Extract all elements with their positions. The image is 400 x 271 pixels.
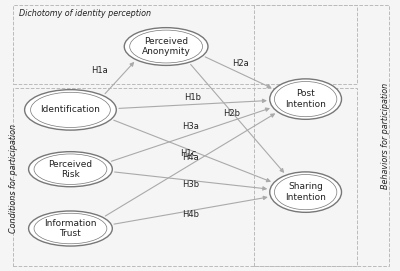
Ellipse shape	[34, 213, 107, 244]
Text: H4b: H4b	[182, 210, 200, 219]
Ellipse shape	[124, 28, 208, 65]
Ellipse shape	[28, 152, 112, 187]
Text: Behaviors for participation: Behaviors for participation	[381, 82, 390, 189]
Ellipse shape	[274, 175, 337, 210]
Text: H4a: H4a	[182, 153, 199, 162]
Text: Conditions for participation: Conditions for participation	[9, 124, 18, 233]
Text: H2a: H2a	[232, 59, 249, 67]
Ellipse shape	[274, 82, 337, 117]
Text: H2b: H2b	[223, 109, 240, 118]
Ellipse shape	[25, 90, 116, 130]
Text: Information
Trust: Information Trust	[44, 219, 97, 238]
Ellipse shape	[130, 30, 202, 63]
Text: H3b: H3b	[182, 180, 200, 189]
Text: H1b: H1b	[184, 93, 202, 102]
Ellipse shape	[270, 172, 342, 212]
Text: Identification: Identification	[40, 105, 100, 114]
Text: H3a: H3a	[182, 122, 199, 131]
Ellipse shape	[28, 211, 112, 246]
Text: Perceived
Risk: Perceived Risk	[48, 160, 92, 179]
Text: Perceived
Anonymity: Perceived Anonymity	[142, 37, 190, 56]
Text: H1c: H1c	[180, 149, 197, 158]
Ellipse shape	[30, 92, 110, 127]
Text: Dichotomy of identity perception: Dichotomy of identity perception	[19, 9, 151, 18]
Ellipse shape	[270, 79, 342, 119]
Text: Sharing
Intention: Sharing Intention	[285, 182, 326, 202]
Text: Post
Intention: Post Intention	[285, 89, 326, 109]
Ellipse shape	[34, 154, 107, 185]
Text: H1a: H1a	[92, 66, 108, 76]
